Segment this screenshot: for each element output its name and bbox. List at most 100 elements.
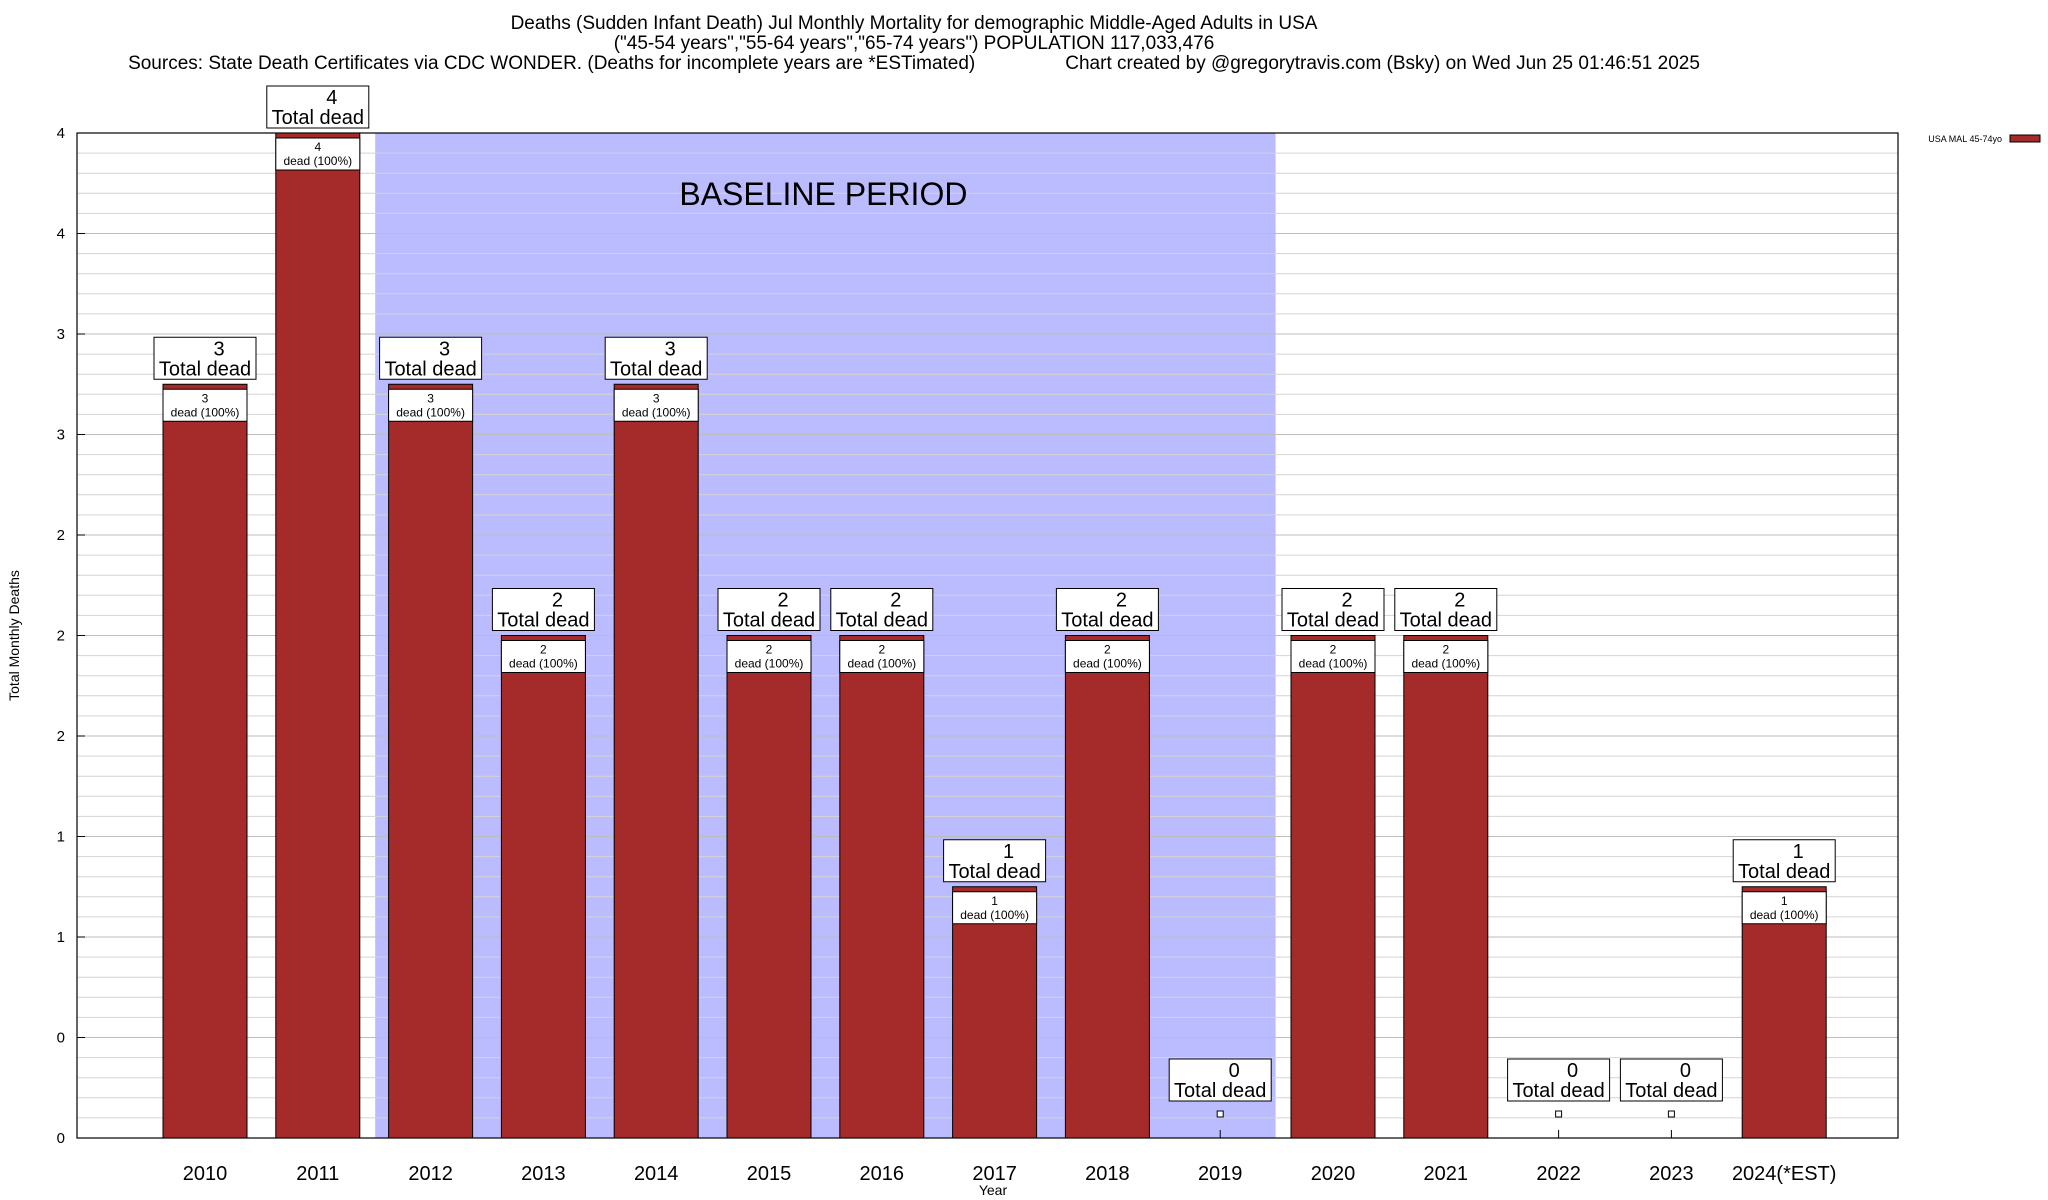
- total-label-value: 2: [1341, 590, 1352, 612]
- total-label-box: [830, 588, 934, 631]
- total-label-text: Total dead: [159, 358, 251, 380]
- inner-label-box: [1064, 640, 1150, 673]
- x-tick-label: 2015: [747, 1163, 792, 1185]
- inner-label-text: dead (100%): [1411, 657, 1480, 671]
- bar: [388, 383, 474, 1139]
- inner-label-box: [1741, 891, 1827, 925]
- total-label-value: 3: [665, 338, 676, 360]
- y-tick-label: 2: [57, 728, 65, 745]
- legend-label: USA MAL 45-74yo: [1928, 134, 2002, 144]
- y-tick-label: 2: [57, 628, 65, 645]
- baseline-period-label: BASELINE PERIOD: [679, 176, 967, 212]
- inner-label-box: [388, 388, 474, 422]
- inner-label-text: dead (100%): [735, 657, 804, 671]
- total-label-box: [943, 839, 1047, 883]
- inner-label-value: 2: [1104, 643, 1111, 657]
- total-label-text: Total dead: [610, 358, 702, 380]
- total-label-value: 0: [1680, 1060, 1691, 1082]
- inner-label-box: [726, 640, 812, 673]
- total-label-text: Total dead: [1738, 861, 1830, 883]
- y-tick-label: 3: [57, 326, 65, 343]
- inner-label-value: 4: [314, 140, 321, 154]
- y-tick-label: 4: [57, 226, 65, 243]
- inner-label-value: 2: [1442, 643, 1449, 657]
- total-label-text: Total dead: [723, 610, 815, 632]
- inner-label-value: 3: [427, 391, 434, 405]
- inner-label-value: 2: [766, 643, 773, 657]
- y-tick-label: 0: [57, 1130, 65, 1147]
- inner-label-box: [1290, 640, 1376, 673]
- total-label-text: Total dead: [1287, 610, 1379, 632]
- inner-label-value: 1: [1781, 894, 1788, 908]
- inner-label-box: [162, 388, 248, 422]
- total-label-text: Total dead: [1061, 610, 1153, 632]
- total-label-box: [1055, 588, 1159, 631]
- total-label-text: Total dead: [384, 358, 476, 380]
- inner-label-text: dead (100%): [622, 405, 691, 419]
- total-label-box: [1168, 1058, 1272, 1102]
- inner-label-text: dead (100%): [960, 908, 1029, 922]
- y-tick-label: 1: [57, 929, 65, 946]
- bar: [500, 635, 586, 1139]
- x-tick-label: 2022: [1536, 1163, 1581, 1185]
- x-tick-label: 2011: [296, 1163, 339, 1185]
- inner-label-box: [1403, 640, 1489, 673]
- total-label-value: 2: [777, 590, 788, 612]
- total-label-box: [491, 588, 595, 631]
- total-label-value: 3: [213, 338, 224, 360]
- inner-label-text: dead (100%): [509, 657, 578, 671]
- total-label-text: Total dead: [1400, 610, 1492, 632]
- total-label-text: Total dead: [948, 861, 1040, 883]
- x-tick-label: 2019: [1198, 1163, 1243, 1185]
- inner-label-text: dead (100%): [1073, 657, 1142, 671]
- total-label-box: [1619, 1058, 1723, 1102]
- chart-sources: Sources: State Death Certificates via CD…: [128, 53, 976, 74]
- total-label-box: [1281, 588, 1385, 631]
- zero-marker: [1555, 1110, 1563, 1118]
- total-label-box: [1394, 588, 1498, 631]
- chart-sources-line: Sources: State Death Certificates via CD…: [0, 54, 1828, 74]
- y-tick-label: 4: [57, 125, 65, 142]
- inner-label-value: 1: [991, 894, 998, 908]
- total-label-text: Total dead: [272, 107, 364, 129]
- inner-label-text: dead (100%): [1750, 908, 1819, 922]
- x-tick-label: 2012: [408, 1163, 453, 1185]
- total-label-box: [379, 336, 483, 380]
- total-label-value: 0: [1567, 1060, 1578, 1082]
- legend-swatch: [2009, 134, 2041, 143]
- total-label-text: Total dead: [1174, 1080, 1266, 1102]
- inner-label-box: [839, 640, 925, 673]
- total-label-value: 2: [1116, 590, 1127, 612]
- inner-label-value: 2: [1330, 643, 1337, 657]
- zero-marker: [1667, 1110, 1675, 1118]
- inner-label-box: [613, 388, 699, 422]
- bar: [1403, 635, 1489, 1139]
- x-tick-label: 2021: [1424, 1163, 1469, 1185]
- total-label-box: [1507, 1058, 1611, 1102]
- x-axis-label: Year: [979, 1182, 1008, 1198]
- chart-subtitle: ("45-54 years","55-64 years","65-74 year…: [613, 33, 1215, 54]
- x-tick-label: 2010: [183, 1163, 228, 1185]
- inner-label-text: dead (100%): [171, 405, 240, 419]
- total-label-value: 1: [1793, 841, 1804, 863]
- bar: [1064, 635, 1150, 1139]
- chart-title: Deaths (Sudden Infant Death) Jul Monthly…: [510, 13, 1318, 34]
- bar: [613, 383, 699, 1139]
- total-label-text: Total dead: [1512, 1080, 1604, 1102]
- total-label-value: 2: [1454, 590, 1465, 612]
- total-label-box: [604, 336, 708, 380]
- inner-label-box: [952, 891, 1038, 925]
- total-label-box: [717, 588, 821, 631]
- bar: [839, 635, 925, 1139]
- inner-label-box: [275, 137, 361, 171]
- y-tick-label: 3: [57, 427, 65, 444]
- inner-label-text: dead (100%): [1299, 657, 1368, 671]
- inner-label-value: 2: [540, 643, 547, 657]
- x-tick-label: 2020: [1311, 1163, 1356, 1185]
- bar: [1290, 635, 1376, 1139]
- inner-label-value: 2: [878, 643, 885, 657]
- total-label-value: 1: [1003, 841, 1014, 863]
- total-label-box: [153, 336, 257, 380]
- bar: [726, 635, 812, 1139]
